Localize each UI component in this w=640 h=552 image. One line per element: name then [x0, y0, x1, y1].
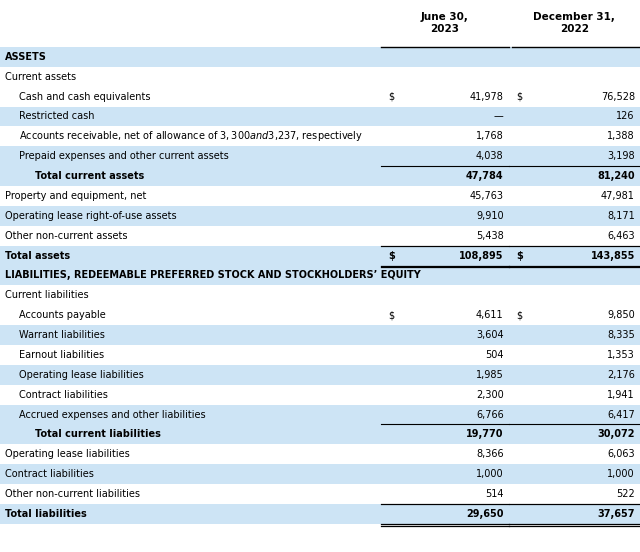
Text: Property and equipment, net: Property and equipment, net [5, 191, 147, 201]
Text: 2,300: 2,300 [476, 390, 504, 400]
Text: Operating lease liabilities: Operating lease liabilities [19, 370, 144, 380]
Text: 8,171: 8,171 [607, 211, 635, 221]
Text: 1,000: 1,000 [607, 469, 635, 479]
Text: Restricted cash: Restricted cash [19, 112, 95, 121]
Text: Other non-current assets: Other non-current assets [5, 231, 127, 241]
Text: 3,198: 3,198 [607, 151, 635, 161]
Bar [0, 226, 640, 246]
Text: 6,463: 6,463 [607, 231, 635, 241]
Bar [0, 484, 640, 504]
Bar [0, 206, 640, 226]
Text: Accounts receivable, net of allowance of $3,300 and $3,237, respectively: Accounts receivable, net of allowance of… [19, 129, 364, 144]
Bar [0, 0, 640, 47]
Text: 6,766: 6,766 [476, 410, 504, 420]
Text: 9,910: 9,910 [476, 211, 504, 221]
Text: 1,985: 1,985 [476, 370, 504, 380]
Text: 6,417: 6,417 [607, 410, 635, 420]
Text: Accrued expenses and other liabilities: Accrued expenses and other liabilities [19, 410, 206, 420]
Text: $: $ [388, 310, 395, 320]
Bar [0, 285, 640, 305]
Text: Total assets: Total assets [5, 251, 70, 261]
Bar [0, 126, 640, 146]
Text: 2,176: 2,176 [607, 370, 635, 380]
Text: 41,978: 41,978 [470, 92, 504, 102]
Text: 2023: 2023 [430, 24, 460, 34]
Text: LIABILITIES, REDEEMABLE PREFERRED STOCK AND STOCKHOLDERS’ EQUITY: LIABILITIES, REDEEMABLE PREFERRED STOCK … [5, 270, 421, 280]
Text: 45,763: 45,763 [470, 191, 504, 201]
Bar [0, 107, 640, 126]
Bar [0, 166, 640, 186]
Text: $: $ [516, 310, 523, 320]
Bar [0, 424, 640, 444]
Text: 126: 126 [616, 112, 635, 121]
Text: 143,855: 143,855 [591, 251, 635, 261]
Bar [0, 325, 640, 345]
Text: 47,981: 47,981 [601, 191, 635, 201]
Bar [0, 186, 640, 206]
Text: 76,528: 76,528 [601, 92, 635, 102]
Text: 1,353: 1,353 [607, 350, 635, 360]
Text: 8,335: 8,335 [607, 330, 635, 340]
Text: Earnout liabilities: Earnout liabilities [19, 350, 104, 360]
Text: 4,038: 4,038 [476, 151, 504, 161]
Text: 1,941: 1,941 [607, 390, 635, 400]
Text: 5,438: 5,438 [476, 231, 504, 241]
Text: Total liabilities: Total liabilities [5, 509, 87, 519]
Text: 81,240: 81,240 [597, 171, 635, 181]
Text: $: $ [388, 92, 395, 102]
Text: 9,850: 9,850 [607, 310, 635, 320]
Text: 19,770: 19,770 [466, 429, 504, 439]
Text: 47,784: 47,784 [466, 171, 504, 181]
Text: Contract liabilities: Contract liabilities [19, 390, 108, 400]
Bar [0, 266, 640, 285]
Text: 30,072: 30,072 [597, 429, 635, 439]
Text: Total current assets: Total current assets [35, 171, 145, 181]
Text: $: $ [388, 251, 396, 261]
Text: Warrant liabilities: Warrant liabilities [19, 330, 105, 340]
Text: June 30,: June 30, [421, 13, 468, 23]
Text: 1,000: 1,000 [476, 469, 504, 479]
Text: Accounts payable: Accounts payable [19, 310, 106, 320]
Text: 37,657: 37,657 [597, 509, 635, 519]
Text: Operating lease right-of-use assets: Operating lease right-of-use assets [5, 211, 177, 221]
Bar [0, 67, 640, 87]
Text: $: $ [516, 92, 523, 102]
Text: Current liabilities: Current liabilities [5, 290, 89, 300]
Text: December 31,: December 31, [534, 13, 615, 23]
Text: 514: 514 [485, 489, 504, 499]
Bar [0, 405, 640, 424]
Text: Prepaid expenses and other current assets: Prepaid expenses and other current asset… [19, 151, 229, 161]
Bar [0, 345, 640, 365]
Text: Current assets: Current assets [5, 72, 76, 82]
Text: 4,611: 4,611 [476, 310, 504, 320]
Text: Contract liabilities: Contract liabilities [5, 469, 94, 479]
Bar [0, 146, 640, 166]
Bar [0, 365, 640, 385]
Text: 3,604: 3,604 [476, 330, 504, 340]
Text: 2022: 2022 [560, 24, 589, 34]
Text: 1,388: 1,388 [607, 131, 635, 141]
Bar [0, 385, 640, 405]
Bar [0, 47, 640, 67]
Text: Cash and cash equivalents: Cash and cash equivalents [19, 92, 150, 102]
Bar [0, 246, 640, 266]
Text: ASSETS: ASSETS [5, 52, 47, 62]
Text: Other non-current liabilities: Other non-current liabilities [5, 489, 140, 499]
Bar [0, 87, 640, 107]
Bar [0, 444, 640, 464]
Text: 1,768: 1,768 [476, 131, 504, 141]
Bar [0, 504, 640, 524]
Text: 8,366: 8,366 [476, 449, 504, 459]
Text: 6,063: 6,063 [607, 449, 635, 459]
Text: Total current liabilities: Total current liabilities [35, 429, 161, 439]
Text: 108,895: 108,895 [459, 251, 504, 261]
Text: $: $ [516, 251, 524, 261]
Text: —: — [494, 112, 504, 121]
Bar [0, 305, 640, 325]
Text: 522: 522 [616, 489, 635, 499]
Bar [0, 464, 640, 484]
Text: 29,650: 29,650 [466, 509, 504, 519]
Text: 504: 504 [485, 350, 504, 360]
Text: Operating lease liabilities: Operating lease liabilities [5, 449, 130, 459]
